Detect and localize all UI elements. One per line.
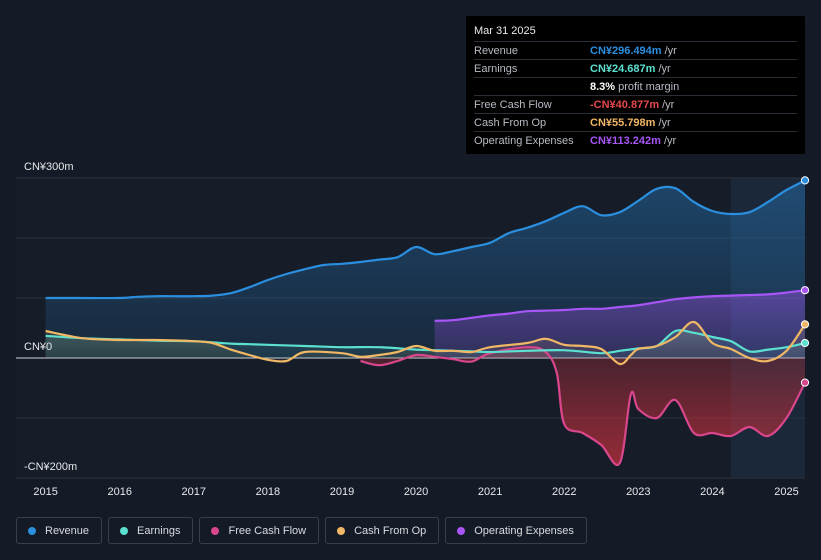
- tooltip-row-cash-from-op: Cash From Op CN¥55.798m /yr: [474, 113, 797, 131]
- legend-label: Revenue: [45, 524, 90, 537]
- tooltip-value: 8.3%: [590, 80, 616, 93]
- x-axis-tick-label: 2016: [107, 486, 131, 498]
- legend-item-cash-from-op[interactable]: Cash From Op: [325, 517, 440, 544]
- x-axis-tick-label: 2017: [182, 486, 206, 498]
- legend-dot-icon: [457, 526, 466, 535]
- tooltip-value: CN¥24.687m: [590, 62, 656, 75]
- tooltip-label: Operating Expenses: [474, 134, 574, 147]
- revenue-end-point: [800, 176, 810, 185]
- x-axis-tick-label: 2021: [478, 486, 502, 498]
- cash-from-op-end-point: [800, 320, 810, 329]
- cash-from-op-line: [45, 320, 806, 366]
- tooltip-unit: /yr: [663, 134, 677, 147]
- legend-item-revenue[interactable]: Revenue: [16, 517, 103, 544]
- tooltip-row-revenue: Revenue CN¥296.494m /yr: [474, 41, 797, 59]
- x-axis-tick-label: 2019: [330, 486, 354, 498]
- tooltip-value: CN¥113.242m: [590, 134, 661, 147]
- tooltip-value: CN¥55.798m: [590, 116, 656, 129]
- tooltip-label: Revenue: [474, 44, 519, 57]
- x-axis-tick-label: 2018: [256, 486, 280, 498]
- tooltip-date: Mar 31 2025: [474, 25, 536, 37]
- tooltip-panel: Mar 31 2025 Revenue CN¥296.494m /yr Earn…: [466, 16, 805, 154]
- legend: Revenue Earnings Free Cash Flow Cash Fro…: [16, 517, 587, 546]
- tooltip-label: Free Cash Flow: [474, 98, 552, 111]
- tooltip-label: Cash From Op: [474, 116, 547, 129]
- tooltip-unit: /yr: [664, 44, 677, 57]
- y-axis-label: CN¥0: [24, 341, 52, 353]
- x-axis-tick-label: 2020: [404, 486, 428, 498]
- free-cash-flow-end-point: [800, 378, 810, 387]
- tooltip-row-profit-margin: 8.3% profit margin: [474, 77, 797, 95]
- tooltip-row-earnings: Earnings CN¥24.687m /yr: [474, 59, 797, 77]
- free-cash-flow-line: [360, 346, 806, 466]
- legend-dot-icon: [337, 526, 346, 535]
- tooltip-unit: /yr: [658, 116, 671, 129]
- legend-item-free-cash-flow[interactable]: Free Cash Flow: [199, 517, 320, 544]
- legend-item-operating-expenses[interactable]: Operating Expenses: [445, 517, 587, 544]
- legend-dot-icon: [211, 526, 220, 535]
- revenue-line: [45, 179, 806, 300]
- legend-dot-icon: [28, 526, 36, 535]
- x-axis-tick-label: 2022: [552, 486, 576, 498]
- tooltip-value: CN¥296.494m: [590, 44, 662, 57]
- operating-expenses-end-point: [800, 286, 810, 295]
- tooltip-unit: profit margin: [618, 80, 680, 93]
- x-axis-tick-label: 2025: [774, 486, 798, 498]
- legend-item-earnings[interactable]: Earnings: [108, 517, 194, 544]
- x-axis-tick-label: 2023: [626, 486, 650, 498]
- x-axis-tick-label: 2024: [700, 486, 724, 498]
- legend-label: Free Cash Flow: [228, 524, 307, 537]
- earnings-end-point: [800, 338, 810, 348]
- tooltip-unit: /yr: [662, 98, 675, 111]
- y-axis-label: CN¥300m: [24, 161, 74, 173]
- tooltip-row-operating-expenses: Operating Expenses CN¥113.242m /yr: [474, 131, 797, 149]
- legend-label: Operating Expenses: [474, 524, 574, 537]
- tooltip-row-free-cash-flow: Free Cash Flow -CN¥40.877m /yr: [474, 95, 797, 113]
- free-cash-flow-area: [360, 347, 805, 465]
- tooltip-label: Earnings: [474, 62, 518, 75]
- cash-from-op-area: [45, 321, 806, 365]
- legend-label: Earnings: [137, 524, 181, 537]
- legend-dot-icon: [120, 526, 129, 535]
- x-axis-tick-label: 2015: [33, 486, 57, 498]
- tooltip-unit: /yr: [658, 62, 671, 75]
- tooltip-value: -CN¥40.877m: [590, 98, 660, 111]
- y-axis-label: -CN¥200m: [24, 461, 77, 473]
- operating-expenses-line: [434, 289, 806, 322]
- legend-label: Cash From Op: [354, 524, 427, 537]
